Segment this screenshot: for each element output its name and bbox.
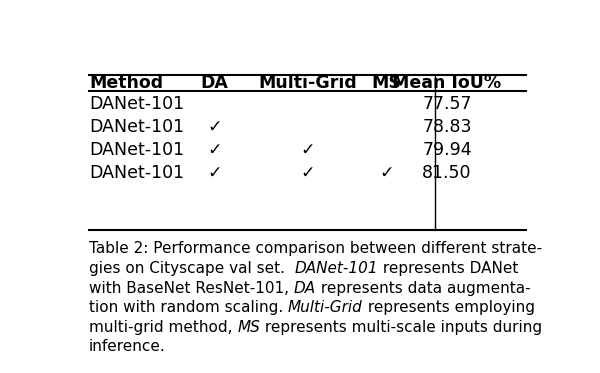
Text: with BaseNet ResNet-101,: with BaseNet ResNet-101, — [89, 280, 294, 295]
Text: Table 2: Performance comparison between different strate-: Table 2: Performance comparison between … — [89, 241, 542, 257]
Text: ✓: ✓ — [207, 117, 222, 136]
Text: 81.50: 81.50 — [422, 164, 472, 182]
Text: DA: DA — [200, 74, 229, 92]
Text: gies on Cityscape val set.: gies on Cityscape val set. — [89, 261, 295, 276]
Text: Method: Method — [89, 74, 163, 92]
Text: represents multi-scale inputs during: represents multi-scale inputs during — [260, 320, 542, 335]
Text: 78.83: 78.83 — [422, 117, 472, 136]
Text: MS: MS — [371, 74, 401, 92]
Text: 77.57: 77.57 — [422, 95, 472, 113]
Text: inference.: inference. — [89, 339, 166, 354]
Text: MS: MS — [238, 320, 260, 335]
Text: ✓: ✓ — [207, 164, 222, 182]
Text: Mean IoU%: Mean IoU% — [392, 74, 502, 92]
Text: ✓: ✓ — [300, 164, 315, 182]
Text: DANet-101: DANet-101 — [89, 141, 184, 159]
Text: DANet-101: DANet-101 — [89, 164, 184, 182]
Text: DA: DA — [294, 280, 316, 295]
Text: 79.94: 79.94 — [422, 141, 472, 159]
Text: represents employing: represents employing — [363, 300, 535, 315]
Text: multi-grid method,: multi-grid method, — [89, 320, 238, 335]
Text: represents DANet: represents DANet — [379, 261, 519, 276]
Text: ✓: ✓ — [379, 164, 394, 182]
Text: tion with random scaling.: tion with random scaling. — [89, 300, 288, 315]
Text: Multi-Grid: Multi-Grid — [258, 74, 357, 92]
Text: Multi-Grid: Multi-Grid — [288, 300, 363, 315]
Text: represents data augmenta-: represents data augmenta- — [316, 280, 530, 295]
Text: ✓: ✓ — [207, 141, 222, 159]
Text: DANet-101: DANet-101 — [89, 117, 184, 136]
Text: DANet-101: DANet-101 — [295, 261, 379, 276]
Text: DANet-101: DANet-101 — [89, 95, 184, 113]
Text: ✓: ✓ — [300, 141, 315, 159]
